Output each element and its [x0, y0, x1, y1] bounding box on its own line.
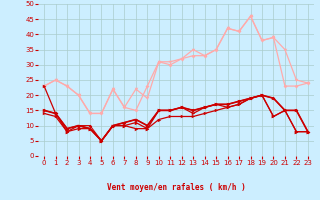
X-axis label: Vent moyen/en rafales ( km/h ): Vent moyen/en rafales ( km/h ) — [107, 183, 245, 192]
